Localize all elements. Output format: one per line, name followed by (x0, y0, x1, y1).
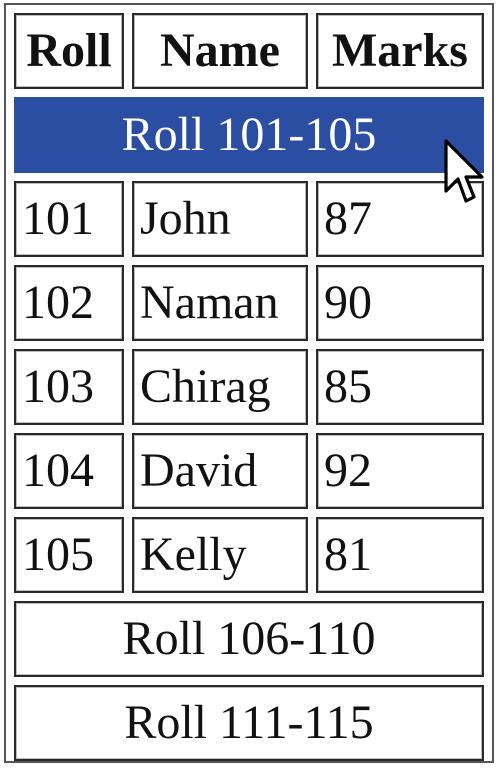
cell-roll: 102 (14, 265, 124, 341)
cell-name: Kelly (132, 517, 308, 593)
cell-roll: 103 (14, 349, 124, 425)
group-header-111-115[interactable]: Roll 111-115 (14, 685, 484, 761)
group-header-101-105[interactable]: Roll 101-105 (14, 97, 484, 173)
table-row: 102 Naman 90 (14, 265, 484, 341)
cell-name: Chirag (132, 349, 308, 425)
header-row: Roll Name Marks (14, 13, 484, 89)
cell-marks: 87 (316, 181, 484, 257)
cell-marks: 85 (316, 349, 484, 425)
cell-marks: 92 (316, 433, 484, 509)
group-header-106-110[interactable]: Roll 106-110 (14, 601, 484, 677)
marks-table: Roll Name Marks Roll 101-105 101 John 87… (14, 5, 484, 769)
header-roll: Roll (14, 13, 124, 89)
cell-name: John (132, 181, 308, 257)
cell-roll: 101 (14, 181, 124, 257)
table-row: 105 Kelly 81 (14, 517, 484, 593)
cell-name: Naman (132, 265, 308, 341)
table-frame: Roll Name Marks Roll 101-105 101 John 87… (4, 3, 494, 763)
cell-roll: 105 (14, 517, 124, 593)
header-marks: Marks (316, 13, 484, 89)
header-name: Name (132, 13, 308, 89)
table-row: 104 David 92 (14, 433, 484, 509)
cell-name: David (132, 433, 308, 509)
cell-roll: 104 (14, 433, 124, 509)
table-row: 103 Chirag 85 (14, 349, 484, 425)
table-row: 101 John 87 (14, 181, 484, 257)
cell-marks: 81 (316, 517, 484, 593)
cell-marks: 90 (316, 265, 484, 341)
